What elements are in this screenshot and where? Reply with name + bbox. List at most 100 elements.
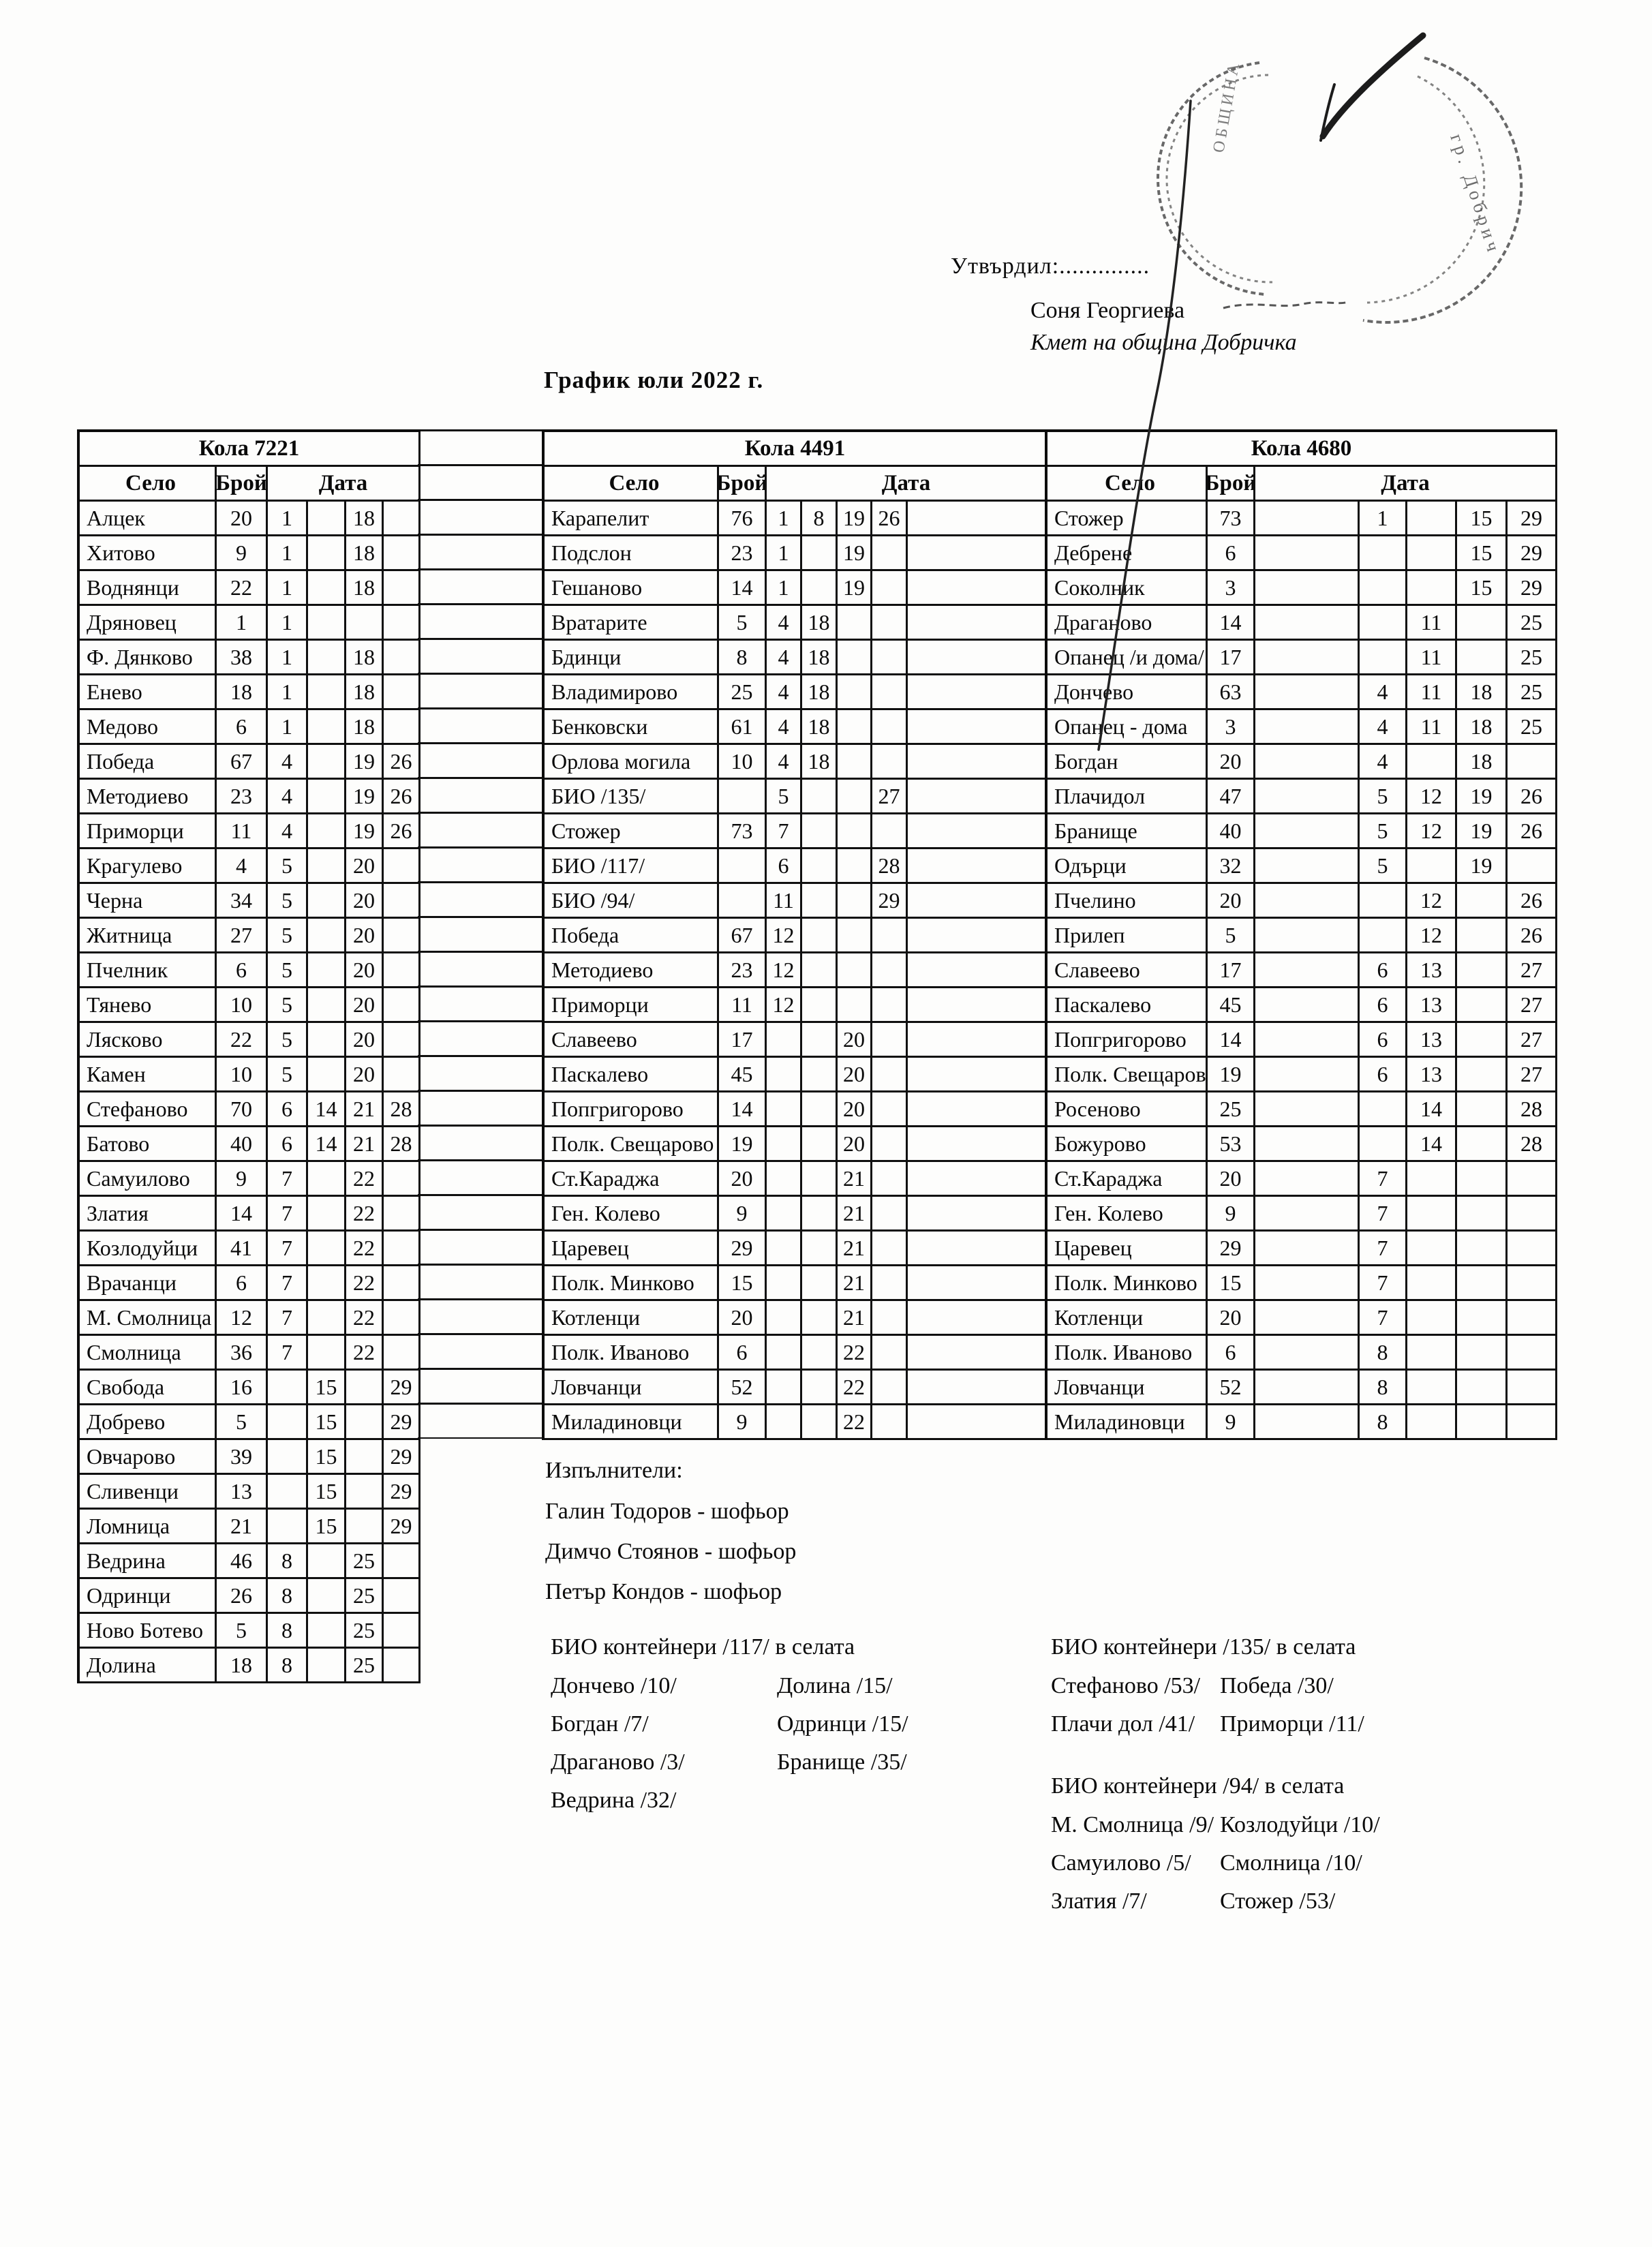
empty-date-cell [1255,1023,1360,1058]
date-cell: 29 [1508,571,1557,606]
village-cell: Миладиновци [545,1405,719,1440]
date-cell: 13 [1407,988,1457,1023]
village-cell: М. Смолница [80,1301,217,1336]
date-cell: 18 [802,675,838,710]
village-cell: Паскалево [545,1058,719,1092]
count-cell: 27 [217,919,268,953]
empty-date-cell [908,1266,1047,1301]
date-cell [1508,1232,1557,1266]
count-cell: 22 [217,1023,268,1058]
date-cell [308,1023,346,1058]
date-cell: 15 [1457,571,1508,606]
village-cell: Опанец /и дома/ [1047,641,1208,675]
count-cell: 21 [217,1510,268,1544]
count-cell: 15 [1208,1266,1255,1301]
empty-date-cell [908,849,1047,884]
empty-date-cell [908,1058,1047,1092]
village-cell: Приморци [80,814,217,849]
date-cell: 29 [384,1440,420,1475]
empty-date-cell [1255,745,1360,780]
column-header-date: Дата [767,467,1047,502]
date-cell [308,675,346,710]
date-cell [384,536,420,571]
executors-heading: Изпълнители: [545,1458,683,1483]
count-cell [719,780,767,814]
date-cell [1407,536,1457,571]
empty-date-cell [1255,536,1360,571]
village-cell: Соколник [1047,571,1208,606]
column-header-count: Брой [217,467,268,502]
date-cell [1457,1405,1508,1440]
empty-date-cell [908,745,1047,780]
date-cell [384,1023,420,1058]
date-cell: 25 [346,1614,384,1649]
date-cell: 12 [767,953,802,988]
date-cell: 29 [1508,536,1557,571]
date-cell [872,675,908,710]
date-cell [308,1649,346,1683]
date-cell [872,1301,908,1336]
date-cell: 5 [767,780,802,814]
date-cell [872,1162,908,1197]
empty-date-cell [908,1162,1047,1197]
date-cell [1457,1371,1508,1405]
village-cell: Ген. Колево [545,1197,719,1232]
date-cell [1457,884,1508,919]
village-cell: Царевец [1047,1232,1208,1266]
date-cell [838,641,872,675]
empty-date-cell [908,1405,1047,1440]
date-cell [1360,536,1407,571]
date-cell [872,641,908,675]
date-cell: 4 [1360,675,1407,710]
date-cell: 6 [268,1092,308,1127]
empty-date-cell [1255,953,1360,988]
date-cell: 5 [268,1023,308,1058]
date-cell: 26 [872,502,908,536]
date-cell [838,919,872,953]
date-cell: 18 [802,710,838,745]
empty-date-cell [908,1232,1047,1266]
date-cell: 8 [268,1614,308,1649]
date-cell: 1 [1360,502,1407,536]
village-cell: Паскалево [1047,988,1208,1023]
date-cell: 7 [1360,1232,1407,1266]
date-cell: 28 [384,1127,420,1162]
date-cell [838,988,872,1023]
date-cell [1360,884,1407,919]
date-cell: 18 [802,606,838,641]
village-cell: Житница [80,919,217,953]
count-cell: 1 [217,606,268,641]
date-cell [1457,1232,1508,1266]
empty-date-cell [1255,571,1360,606]
count-cell: 67 [719,919,767,953]
village-cell: БИО /94/ [545,884,719,919]
village-cell: Ново Ботево [80,1614,217,1649]
date-cell [268,1371,308,1405]
village-cell: Бдинци [545,641,719,675]
village-cell: Славеево [545,1023,719,1058]
date-cell [872,571,908,606]
count-cell: 34 [217,884,268,919]
count-cell: 22 [217,571,268,606]
date-cell [268,1475,308,1510]
date-cell: 15 [1457,536,1508,571]
bio-item: Бранище /35/ [777,1749,907,1775]
village-cell: Ф. Дянково [80,641,217,675]
date-cell [767,1127,802,1162]
village-cell: Камен [80,1058,217,1092]
empty-date-cell [908,780,1047,814]
date-cell: 27 [1508,953,1557,988]
village-cell: Тянево [80,988,217,1023]
date-cell: 1 [268,571,308,606]
bio-item: Богдан /7/ [551,1711,649,1737]
date-cell: 22 [838,1371,872,1405]
village-cell: Ведрина [80,1544,217,1579]
date-cell: 29 [384,1371,420,1405]
date-cell: 7 [268,1266,308,1301]
bio-item: Самуилово /5/ [1051,1850,1191,1876]
date-cell: 4 [767,675,802,710]
date-cell [872,1371,908,1405]
date-cell: 18 [346,641,384,675]
bio-item: Драганово /3/ [551,1749,685,1775]
village-cell: Приморци [545,988,719,1023]
